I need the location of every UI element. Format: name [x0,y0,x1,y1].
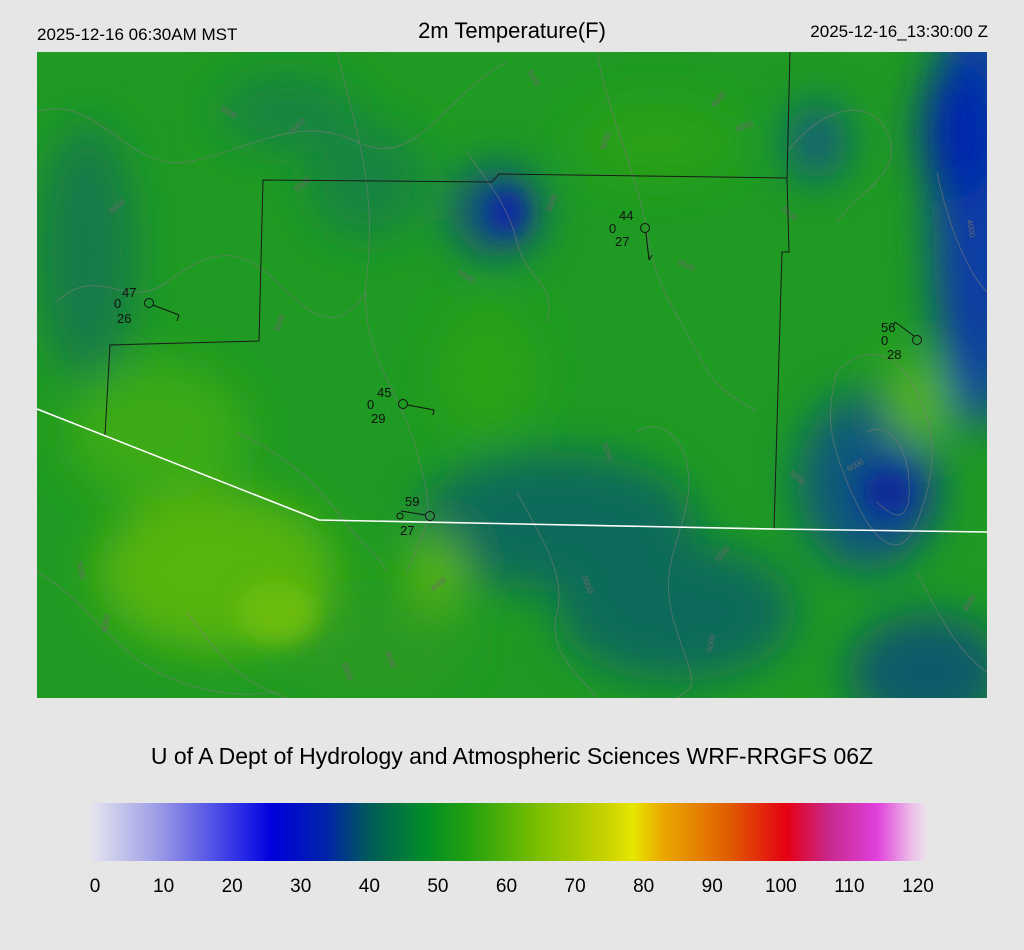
station-plot: 44 0 27 [609,208,653,261]
map-title: 2m Temperature(F) [418,18,606,43]
station-cloud-cover: 0 [367,397,374,412]
colorbar-tick-label: 20 [221,876,243,897]
colorbar-tick-label: 110 [834,876,865,897]
weather-stations: 47 0 26 44 0 27 45 0 29 59 27 0 [114,208,922,538]
temperature-colorbar [90,803,926,861]
colorbar-tick-label: 50 [427,876,449,897]
station-dewpoint: 27 [615,234,629,249]
station-cloud-cover: 0 [609,221,616,236]
station-temperature: 56 [881,320,895,335]
station-temperature: 47 [122,285,136,300]
utc-time-label: 2025-12-16_13:30:00 Z [810,22,988,41]
colorbar-tick-label: 70 [564,876,586,897]
local-time-label: 2025-12-16 06:30AM MST [37,25,238,44]
station-temperature: 45 [377,385,391,400]
station-plot: 56 0 28 [881,320,922,362]
temperature-map: 5000 5000 5500 5500 5500 5000 5000 5500 … [37,52,987,698]
colorbar-tick-label: 10 [153,876,175,897]
colorbar-tick-label: 80 [633,876,655,897]
contour-label: 5000 [100,613,112,633]
colorbar-tick-label: 0 [89,876,101,897]
colorbar-tick-label: 100 [764,876,797,897]
state-border [37,408,987,533]
station-temperature: 59 [405,494,419,509]
contour-label: 5000 [75,561,87,581]
station-dewpoint: 27 [400,523,414,538]
station-dewpoint: 26 [117,311,131,326]
station-dewpoint: 29 [371,411,385,426]
credit-text: U of A Dept of Hydrology and Atmospheric… [150,743,874,769]
contour-label: 4000 [965,219,977,239]
county-boundaries [104,52,791,530]
station-plot: 59 27 0 [396,494,435,538]
temperature-field [37,52,987,698]
station-cloud-cover: 0 [114,296,121,311]
contour-label: 5000 [705,633,717,653]
colorbar-tick-label: 120 [902,876,934,897]
station-plot: 47 0 26 [114,285,180,326]
station-cloud-cover: 0 [881,333,888,348]
station-plot: 45 0 29 [367,385,435,426]
colorbar-tick-label: 40 [358,876,380,897]
colorbar-tick-label: 60 [495,876,518,897]
colorbar-tick-label: 90 [701,876,723,897]
terrain-contours [37,52,987,698]
colorbar-tick-label: 30 [290,876,312,897]
station-temperature: 44 [619,208,633,223]
station-dewpoint: 28 [887,347,901,362]
